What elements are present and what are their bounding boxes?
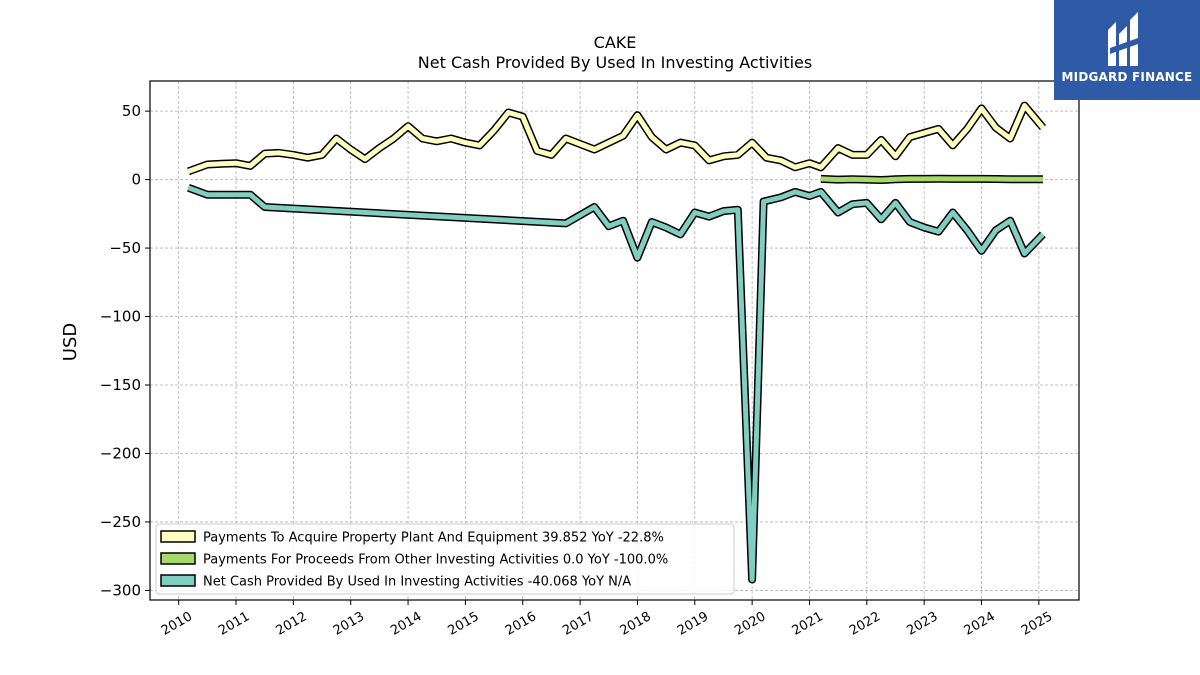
y-axis: 50 0 −50 −100 −150 −200 −250 −300: [100, 102, 150, 599]
grid: [150, 81, 1079, 600]
series-2-outline: [187, 184, 1046, 584]
chart-subtitle: Net Cash Provided By Used In Investing A…: [418, 53, 812, 72]
legend-label-0: Payments To Acquire Property Plant And E…: [203, 531, 664, 546]
x-tick-label: 2010: [159, 609, 195, 639]
legend-swatch-1: [160, 552, 196, 565]
legend-swatch-2: [160, 574, 196, 587]
x-tick-label: 2016: [503, 609, 539, 639]
legend-box: [155, 523, 735, 595]
x-tick-label: 2017: [560, 609, 596, 639]
x-tick-label: 2019: [675, 609, 711, 639]
y-tick-label: −300: [100, 581, 141, 599]
x-tick-label: 2011: [216, 609, 252, 639]
series-0-line: [187, 103, 1045, 174]
x-tick-label: 2015: [446, 609, 482, 639]
x-tick-label: 2022: [847, 609, 883, 639]
logo-mark-icon: [1108, 12, 1138, 66]
series-layer: [187, 101, 1046, 584]
y-tick-label: −250: [100, 513, 141, 531]
logo-text: MIDGARD FINANCE: [1061, 70, 1193, 84]
x-tick-label: 2023: [904, 609, 940, 639]
x-tick-label: 2024: [962, 609, 998, 639]
series-1-line: [820, 176, 1043, 183]
y-axis-label: USD: [60, 323, 81, 361]
y-tick-label: 50: [122, 102, 141, 120]
x-tick-label: 2025: [1019, 609, 1055, 639]
brand-logo: MIDGARD FINANCE: [1054, 0, 1200, 100]
x-tick-label: 2013: [331, 609, 367, 639]
legend: Payments To Acquire Property Plant And E…: [155, 523, 735, 595]
y-tick-label: −50: [109, 239, 141, 257]
x-tick-label: 2018: [618, 609, 654, 639]
legend-label-2: Net Cash Provided By Used In Investing A…: [203, 575, 631, 590]
legend-swatch-0: [160, 530, 196, 543]
x-tick-label: 2014: [388, 609, 424, 639]
x-axis: 2010 2011 2012 2013 2014 2015 2016 2017 2018 2019…: [159, 600, 1055, 639]
series-2-line: [187, 185, 1045, 582]
x-tick-label: 2012: [274, 609, 310, 639]
y-tick-label: −100: [100, 308, 141, 326]
y-tick-label: −150: [100, 376, 141, 394]
x-tick-label: 2021: [790, 609, 826, 639]
legend-label-1: Payments For Proceeds From Other Investi…: [203, 553, 668, 568]
y-tick-label: −200: [100, 444, 141, 462]
chart-title: CAKE: [594, 33, 637, 52]
x-tick-label: 2020: [732, 609, 768, 639]
y-tick-label: 0: [131, 171, 141, 189]
plot-frame: [149, 80, 1080, 601]
